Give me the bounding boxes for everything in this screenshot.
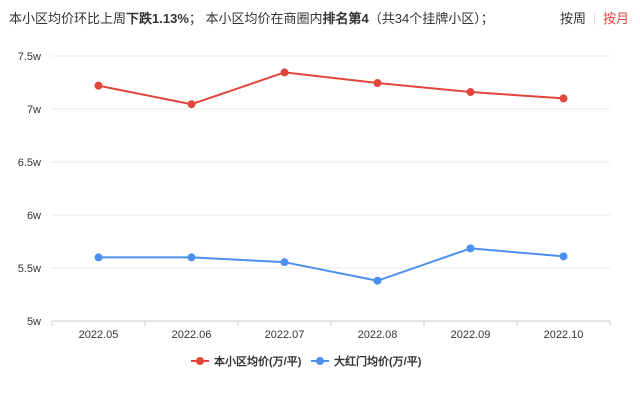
district-rank: 排名第4 <box>322 11 369 26</box>
data-point[interactable] <box>280 68 289 77</box>
legend-marker <box>316 357 324 365</box>
x-tick-label: 2022.08 <box>358 329 398 341</box>
data-point[interactable] <box>187 100 196 109</box>
data-point[interactable] <box>559 252 568 261</box>
y-tick-label: 6.5w <box>18 157 41 169</box>
data-point[interactable] <box>559 94 568 103</box>
x-tick-label: 2022.06 <box>172 329 212 341</box>
legend-marker <box>196 357 204 365</box>
x-tick-label: 2022.09 <box>451 329 491 341</box>
price-summary: 本小区均价环比上周下跌1.13%； 本小区均价在商圈内排名第4（共34个挂牌小区… <box>9 10 494 28</box>
summary-text-2: ； 本小区均价在商圈内 <box>188 11 323 26</box>
data-point[interactable] <box>466 244 475 253</box>
period-toggle: 按周 按月 <box>560 10 629 28</box>
summary-text-3: （共34个挂牌小区）； <box>368 11 494 26</box>
x-tick-label: 2022.07 <box>265 329 305 341</box>
series-line-2 <box>98 247 564 282</box>
legend-label[interactable]: 大红门均价(万/平) <box>334 354 422 368</box>
y-tick-label: 7.5w <box>18 51 41 63</box>
toggle-week[interactable]: 按周 <box>559 11 586 26</box>
legend-label[interactable]: 本小区均价(万/平) <box>214 354 302 368</box>
toggle-month[interactable]: 按月 <box>602 11 629 26</box>
y-tick-label: 6w <box>27 210 41 222</box>
x-tick-label: 2022.10 <box>544 329 584 341</box>
summary-text-1: 本小区均价环比上周 <box>9 11 127 26</box>
data-point[interactable] <box>94 81 103 90</box>
data-point[interactable] <box>373 79 382 88</box>
data-point[interactable] <box>466 88 475 97</box>
y-tick-label: 7w <box>27 104 41 116</box>
toggle-divider <box>593 13 595 25</box>
data-point[interactable] <box>280 258 289 267</box>
data-point[interactable] <box>373 276 382 285</box>
x-tick-label: 2022.05 <box>79 329 119 341</box>
data-point[interactable] <box>187 253 196 262</box>
data-point[interactable] <box>94 253 103 262</box>
series-line-1 <box>98 71 564 106</box>
weekly-change: 下跌1.13% <box>126 11 189 26</box>
y-tick-label: 5w <box>27 316 41 328</box>
y-tick-label: 5.5w <box>18 263 41 275</box>
